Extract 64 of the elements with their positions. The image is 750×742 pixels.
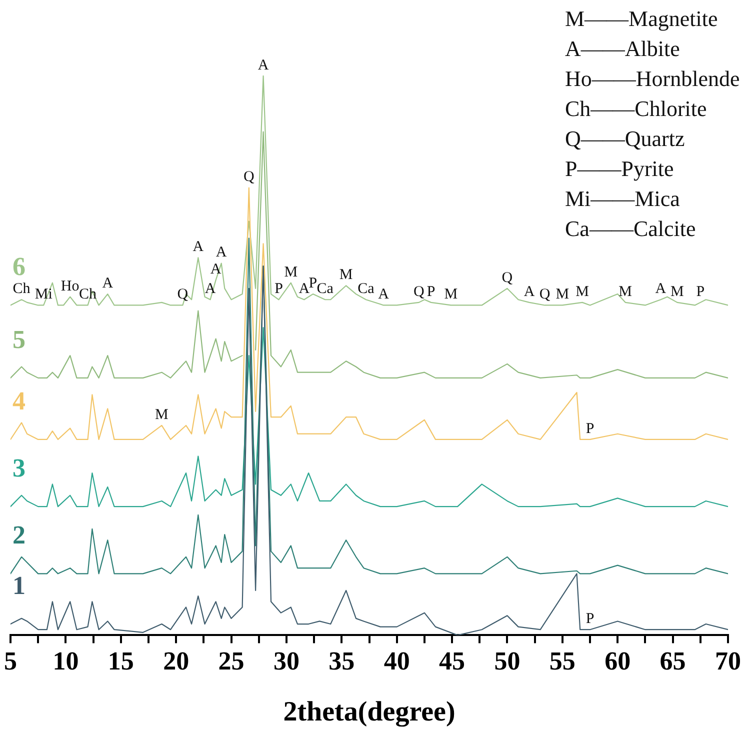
- annotation: M: [576, 284, 589, 300]
- x-tick-label: 70: [715, 646, 741, 676]
- annotation: M: [284, 264, 298, 280]
- series-label: 5: [12, 324, 26, 354]
- annotation: A: [102, 275, 114, 292]
- annotation: Ho: [60, 278, 80, 294]
- annotation: M: [618, 284, 632, 300]
- annotation: Q: [539, 286, 550, 303]
- annotation: M: [339, 267, 353, 284]
- annotation: Ca: [358, 281, 375, 298]
- x-tick-label: 10: [52, 646, 79, 676]
- annotation: P: [274, 281, 283, 298]
- series-label: 3: [12, 454, 26, 483]
- annotation: A: [655, 281, 666, 298]
- annotation: Ca——Calcite: [565, 215, 697, 243]
- annotation: A: [210, 262, 222, 278]
- annotation: P: [308, 275, 318, 292]
- series-label: 4: [12, 386, 26, 416]
- series-label: 1: [12, 571, 26, 600]
- annotation: Ch: [79, 286, 98, 303]
- text: M——Magnetite: [565, 5, 719, 33]
- annotation: A: [524, 284, 535, 300]
- x-tick-label: 25: [218, 646, 244, 676]
- annotation: Mi——Mica: [565, 185, 681, 213]
- annotation: Mi: [34, 286, 52, 303]
- x-tick-label: 30: [273, 646, 300, 676]
- annotation: A: [192, 239, 204, 256]
- annotation: P: [426, 284, 436, 300]
- annotation: Q: [414, 284, 424, 300]
- annotation: Q: [244, 169, 255, 186]
- annotation: P——Pyrite: [565, 155, 675, 183]
- annotation: P: [696, 284, 705, 300]
- x-tick-label: 45: [439, 646, 466, 676]
- annotation: A: [216, 244, 227, 261]
- annotation: M: [556, 286, 570, 303]
- x-tick-label: 55: [549, 646, 576, 676]
- annotation: A: [378, 286, 390, 303]
- annotation: Q: [177, 286, 188, 303]
- x-tick-label: 40: [384, 646, 410, 676]
- x-tick-label: 65: [660, 646, 686, 676]
- annotation: Q: [502, 270, 513, 286]
- annotation: M: [670, 284, 684, 300]
- x-tick-label: 60: [604, 646, 631, 676]
- annotation: Q——Quartz: [565, 125, 686, 153]
- annotation: A: [298, 281, 310, 298]
- x-tick-label: 5: [4, 646, 17, 676]
- annotation: M: [155, 406, 168, 423]
- series-label: 6: [12, 252, 26, 282]
- annotation: A: [258, 57, 269, 74]
- annotation: A: [204, 281, 216, 298]
- series-label: 2: [12, 520, 26, 550]
- x-tick-label: 20: [163, 646, 190, 676]
- annotation: Ch: [12, 281, 31, 298]
- annotation: Ca: [316, 281, 334, 298]
- text: A——Albite: [565, 35, 681, 63]
- annotation: Ch——Chlorite: [565, 95, 708, 123]
- annotation: Ho——Hornblende: [565, 65, 740, 93]
- x-tick-label: 35: [328, 646, 355, 676]
- x-tick-label: 50: [494, 646, 520, 676]
- x-tick-label: 15: [108, 646, 134, 676]
- x-axis-title: 2theta(degree): [283, 696, 456, 728]
- annotation: P: [586, 420, 594, 437]
- annotation: P: [586, 611, 594, 628]
- annotation: M: [444, 286, 458, 303]
